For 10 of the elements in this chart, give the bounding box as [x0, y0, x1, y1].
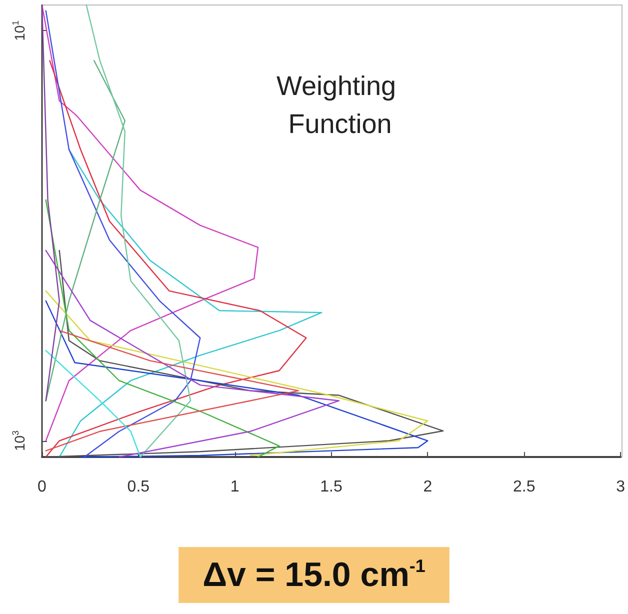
x-tick-label: 2: [423, 478, 432, 496]
y-tick-label: 103: [10, 430, 28, 452]
text: Weighting Function: [276, 71, 404, 139]
x-tick-label: 1: [230, 478, 240, 496]
x-tick-label: 1.5: [320, 478, 342, 496]
x-tick-label: 0: [38, 478, 47, 496]
x-tick-label: 0.5: [127, 478, 150, 496]
x-tick-label: 2.5: [513, 478, 536, 496]
x-tick-label: 3: [616, 478, 626, 496]
y-tick-label: 101: [10, 20, 28, 41]
